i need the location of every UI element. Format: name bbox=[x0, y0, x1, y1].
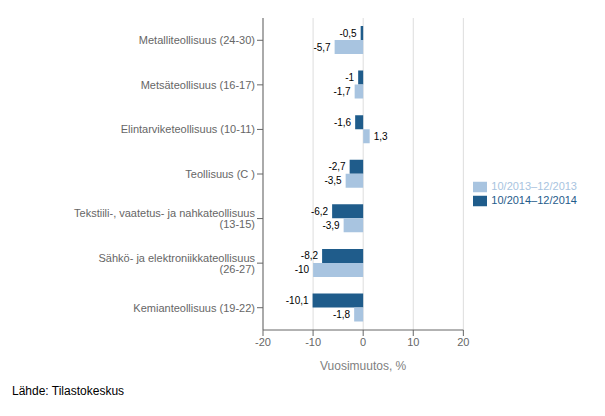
svg-text:-10: -10 bbox=[295, 264, 310, 275]
svg-text:1,3: 1,3 bbox=[374, 131, 388, 142]
svg-text:-10,1: -10,1 bbox=[286, 295, 309, 306]
svg-text:-8,2: -8,2 bbox=[301, 250, 319, 261]
svg-text:-3,5: -3,5 bbox=[324, 175, 342, 186]
svg-text:-1,7: -1,7 bbox=[333, 86, 351, 97]
svg-text:Metsäteollisuus (16-17): Metsäteollisuus (16-17) bbox=[141, 79, 255, 91]
svg-text:-3,9: -3,9 bbox=[322, 220, 340, 231]
svg-text:-6,2: -6,2 bbox=[311, 206, 329, 217]
svg-text:0: 0 bbox=[360, 336, 366, 348]
html-text:Lähde: Tilastokeskus: Lähde: Tilastokeskus bbox=[12, 384, 125, 398]
svg-text:20: 20 bbox=[457, 336, 469, 348]
html-text:10/2013–12/2013: 10/2013–12/2013 bbox=[491, 179, 577, 192]
svg-text:Teollisuus (C ): Teollisuus (C ) bbox=[185, 168, 255, 180]
svg-text:-2,7: -2,7 bbox=[328, 161, 346, 172]
svg-text:Elintarviketeollisuus (10-11): Elintarviketeollisuus (10-11) bbox=[121, 123, 255, 135]
svg-text:-1,8: -1,8 bbox=[333, 309, 351, 320]
svg-text:Sähkö- ja elektroniikkateollis: Sähkö- ja elektroniikkateollisuus(26-27) bbox=[98, 252, 255, 275]
svg-text:-5,7: -5,7 bbox=[313, 42, 331, 53]
svg-text:Tekstiili-, vaatetus- ja nahka: Tekstiili-, vaatetus- ja nahkateollisuus… bbox=[74, 207, 255, 230]
svg-text:10: 10 bbox=[407, 336, 419, 348]
svg-text:Vuosimuutos, %: Vuosimuutos, % bbox=[320, 359, 407, 373]
svg-text:-1,6: -1,6 bbox=[334, 117, 352, 128]
svg-text:Metalliteollisuus (24-30): Metalliteollisuus (24-30) bbox=[139, 34, 255, 46]
svg-text:-1: -1 bbox=[345, 72, 354, 83]
svg-text:-20: -20 bbox=[255, 336, 271, 348]
html-text:10/2014–12/2014: 10/2014–12/2014 bbox=[491, 194, 577, 206]
svg-text:-0,5: -0,5 bbox=[339, 28, 357, 39]
svg-text:-10: -10 bbox=[305, 336, 321, 348]
svg-text:Kemianteollisuus (19-22): Kemianteollisuus (19-22) bbox=[133, 302, 255, 314]
